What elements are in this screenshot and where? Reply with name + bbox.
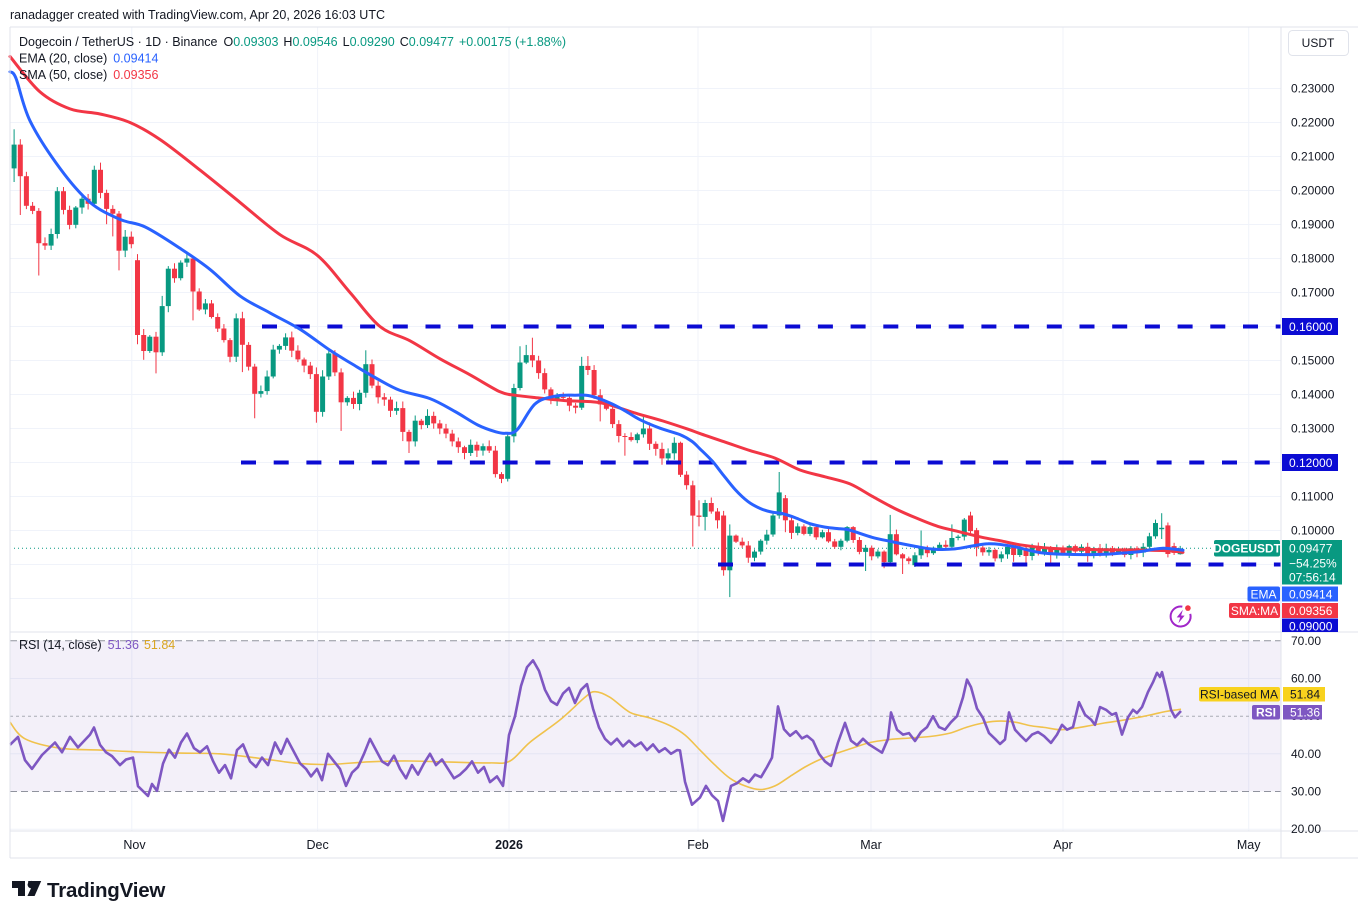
svg-text:60.00: 60.00 (1291, 672, 1321, 686)
svg-text:SMA:MA: SMA:MA (1231, 604, 1278, 618)
svg-text:0.23000: 0.23000 (1291, 82, 1335, 96)
svg-text:0.16000: 0.16000 (1289, 320, 1333, 334)
svg-text:EMA (20, close)0.09414: EMA (20, close) 0.09414 (19, 52, 158, 66)
svg-text:Nov: Nov (123, 838, 146, 852)
svg-text:20.00: 20.00 (1291, 822, 1321, 836)
svg-text:0.20000: 0.20000 (1291, 184, 1335, 198)
svg-text:0.19000: 0.19000 (1291, 218, 1335, 232)
svg-text:2026: 2026 (495, 838, 523, 852)
svg-text:RSI-based MA: RSI-based MA (1200, 688, 1278, 702)
svg-text:0.09356: 0.09356 (1289, 604, 1333, 618)
svg-text:Dogecoin / TetherUS · 1D · Bin: Dogecoin / TetherUS · 1D · Binance O0.093… (19, 35, 566, 49)
svg-text:Feb: Feb (687, 838, 709, 852)
svg-text:0.18000: 0.18000 (1291, 252, 1335, 266)
svg-text:EMA: EMA (1250, 588, 1276, 602)
svg-text:0.11000: 0.11000 (1291, 490, 1334, 504)
svg-text:0.17000: 0.17000 (1291, 286, 1335, 300)
svg-text:0.09000: 0.09000 (1289, 620, 1333, 634)
svg-text:0.14000: 0.14000 (1291, 388, 1335, 402)
svg-text:0.10000: 0.10000 (1291, 524, 1335, 538)
svg-text:ranadagger created with Tradin: ranadagger created with TradingView.com,… (10, 8, 385, 22)
svg-text:−54.25%: −54.25% (1289, 557, 1337, 571)
svg-text:40.00: 40.00 (1291, 747, 1321, 761)
svg-text:0.09414: 0.09414 (1289, 588, 1333, 602)
svg-text:DOGEUSDT: DOGEUSDT (1213, 542, 1282, 556)
svg-text:51.84: 51.84 (1290, 688, 1320, 702)
svg-text:0.15000: 0.15000 (1291, 354, 1335, 368)
svg-text:0.22000: 0.22000 (1291, 116, 1335, 130)
svg-text:30.00: 30.00 (1291, 785, 1321, 799)
svg-text:51.36: 51.36 (1290, 706, 1320, 720)
svg-text:USDT: USDT (1302, 36, 1335, 50)
svg-text:TradingView: TradingView (47, 879, 165, 902)
svg-text:0.12000: 0.12000 (1289, 456, 1333, 470)
svg-text:07:56:14: 07:56:14 (1289, 571, 1336, 585)
svg-text:RSI: RSI (1256, 706, 1276, 720)
svg-text:Dec: Dec (306, 838, 328, 852)
svg-text:Mar: Mar (860, 838, 882, 852)
svg-text:Apr: Apr (1053, 838, 1072, 852)
svg-text:May: May (1237, 838, 1261, 852)
svg-text:0.09477: 0.09477 (1289, 542, 1333, 556)
svg-text:SMA (50, close)0.09356: SMA (50, close) 0.09356 (19, 68, 158, 82)
svg-text:0.21000: 0.21000 (1291, 150, 1335, 164)
svg-text:70.00: 70.00 (1291, 634, 1321, 648)
svg-text:0.13000: 0.13000 (1291, 422, 1335, 436)
